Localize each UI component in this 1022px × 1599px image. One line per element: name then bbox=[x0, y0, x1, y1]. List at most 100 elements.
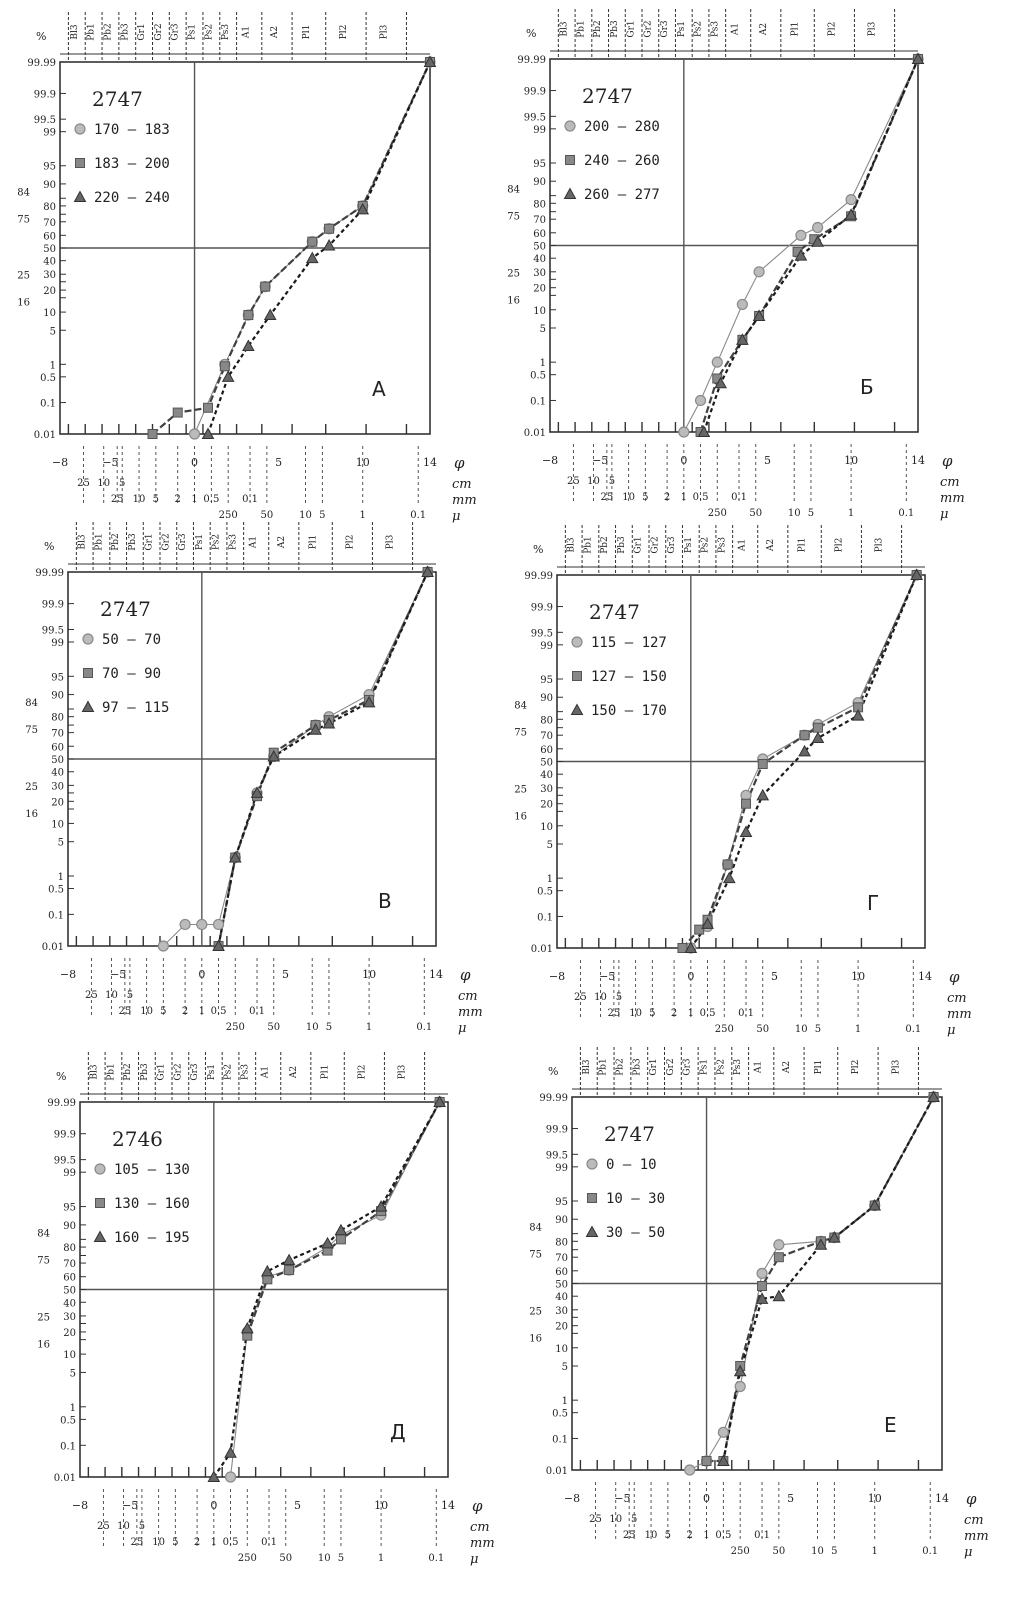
mu-scale-label: 0.1 bbox=[898, 508, 914, 519]
panel-letter: В bbox=[378, 889, 392, 913]
y-tick-label: 99.99 bbox=[539, 1093, 568, 1104]
phi-axis-symbol: φ bbox=[966, 1490, 977, 1508]
grain-class-label: Pl2 bbox=[345, 535, 355, 550]
data-point-triangle bbox=[212, 939, 225, 951]
mu-scale-label: 1 bbox=[378, 1553, 384, 1564]
legend-marker-circle bbox=[82, 633, 94, 645]
y-tick-label: 30 bbox=[63, 1312, 76, 1323]
y-tick-label: 70 bbox=[555, 1253, 568, 1264]
grain-class-label: Pl3 bbox=[386, 534, 396, 549]
y-tick-label: 5 bbox=[50, 326, 56, 337]
y-tick-label: 20 bbox=[51, 797, 64, 808]
y-tick-label: 84 bbox=[37, 1228, 50, 1239]
grain-class-label: Gr2 bbox=[173, 1063, 183, 1080]
y-tick-label: 84 bbox=[17, 187, 30, 198]
cm-scale-label: 10 bbox=[117, 1521, 130, 1532]
data-point-triangle bbox=[755, 1292, 769, 1304]
y-tick-label: 99.99 bbox=[517, 55, 546, 66]
grain-class-label: Pb1 bbox=[583, 536, 593, 554]
y-tick-label: 20 bbox=[43, 286, 56, 297]
y-tick-label: 25 bbox=[37, 1313, 50, 1324]
phi-tick-label: 10 bbox=[374, 1499, 388, 1512]
grain-class-label: Pl3 bbox=[868, 21, 878, 36]
y-tick-label: 0.5 bbox=[48, 885, 64, 896]
phi-tick-label: −5 bbox=[110, 968, 126, 981]
grain-class-label: Pl3 bbox=[379, 24, 389, 39]
data-point-triangle bbox=[282, 1253, 296, 1266]
data-point-triangle bbox=[772, 1289, 786, 1302]
data-point-triangle bbox=[421, 565, 434, 577]
y-tick-label: 50 bbox=[51, 755, 64, 766]
mu-scale-label: 10 bbox=[318, 1553, 331, 1564]
y-tick-label: 80 bbox=[51, 713, 64, 724]
y-tick-label: 20 bbox=[555, 1322, 568, 1333]
mm-scale-label: 2 bbox=[182, 1006, 188, 1017]
data-point-circle bbox=[845, 193, 857, 206]
phi-tick-label: −8 bbox=[564, 1492, 580, 1505]
mu-scale-label: 250 bbox=[731, 1546, 750, 1557]
data-point-circle bbox=[717, 1426, 729, 1438]
grain-class-label: Pl3 bbox=[891, 1059, 901, 1074]
data-point-triangle bbox=[794, 249, 808, 261]
data-point-triangle bbox=[362, 695, 376, 708]
grain-class-label: Ps2 bbox=[212, 534, 222, 550]
grain-class-label: A2 bbox=[277, 536, 287, 549]
mm-scale-label: 25 bbox=[119, 1006, 132, 1017]
mm-scale-label: 0.5 bbox=[203, 494, 219, 505]
unit-label: cm bbox=[940, 475, 960, 490]
phi-tick-label: −5 bbox=[614, 1492, 630, 1505]
grain-class-label: Pb1 bbox=[599, 1058, 609, 1076]
y-tick-label: 95 bbox=[63, 1203, 76, 1214]
cm-scale-label: 10 bbox=[105, 990, 118, 1001]
y-tick-label: 99.5 bbox=[546, 1150, 568, 1161]
y-tick-label: 25 bbox=[25, 782, 38, 793]
data-point-triangle bbox=[811, 235, 824, 247]
phi-tick-label: 0 bbox=[198, 968, 205, 981]
grain-class-label: Ps3 bbox=[717, 537, 727, 553]
mu-scale-label: 250 bbox=[219, 510, 238, 521]
grain-class-label: Pl1 bbox=[309, 535, 319, 550]
y-tick-label: 40 bbox=[540, 770, 553, 781]
y-tick-label: 0.5 bbox=[552, 1409, 568, 1420]
y-tick-label: 50 bbox=[63, 1286, 76, 1297]
grain-class-label: Bl3 bbox=[70, 24, 80, 39]
data-point-square bbox=[203, 402, 213, 413]
y-tick-label: 75 bbox=[514, 728, 527, 739]
unit-label: mm bbox=[470, 1536, 495, 1551]
data-point-triangle bbox=[221, 370, 235, 382]
legend-marker-circle bbox=[564, 120, 576, 132]
mm-scale-label: 5 bbox=[160, 1006, 166, 1017]
data-point-triangle bbox=[374, 1200, 388, 1212]
mu-scale-label: 1 bbox=[855, 1024, 861, 1035]
y-tick-label: 30 bbox=[43, 270, 56, 281]
data-point-triangle bbox=[736, 333, 749, 345]
y-tick-label: 84 bbox=[514, 701, 527, 712]
mm-scale-label: 25 bbox=[131, 1537, 144, 1548]
phi-tick-label: 5 bbox=[275, 456, 282, 469]
grain-class-label: A1 bbox=[737, 539, 747, 552]
mu-scale-label: 10 bbox=[811, 1546, 824, 1557]
data-point-circle bbox=[196, 918, 208, 931]
well-id: 2747 bbox=[582, 84, 633, 108]
grain-class-label: Pl1 bbox=[814, 1060, 824, 1075]
mm-scale-label: 1 bbox=[191, 494, 197, 505]
percent-symbol: % bbox=[36, 30, 46, 43]
phi-tick-label: 10 bbox=[851, 970, 865, 983]
data-point-circle bbox=[773, 1239, 785, 1251]
cm-scale-label: 25 bbox=[77, 478, 90, 489]
mm-scale-label: 0.1 bbox=[731, 492, 747, 503]
unit-label: mm bbox=[964, 1529, 989, 1544]
y-tick-label: 99 bbox=[540, 641, 553, 652]
phi-tick-label: 0 bbox=[210, 1499, 217, 1512]
y-tick-label: 75 bbox=[529, 1250, 542, 1261]
mm-scale-label: 25 bbox=[608, 1008, 621, 1019]
legend-entry: 183 – 200 bbox=[94, 156, 170, 172]
cm-scale-label: 5 bbox=[616, 992, 622, 1003]
mm-scale-label: 1 bbox=[211, 1537, 217, 1548]
data-point-triangle bbox=[263, 308, 277, 321]
data-point-triangle bbox=[752, 309, 766, 321]
mu-scale-label: 5 bbox=[831, 1546, 837, 1557]
data-point-triangle bbox=[250, 786, 264, 798]
